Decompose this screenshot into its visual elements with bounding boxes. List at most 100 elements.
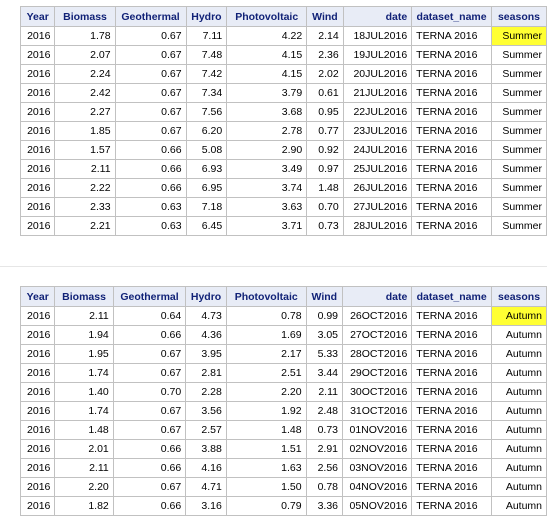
table-row: 2016 1.94 0.66 4.36 1.69 3.05 27OCT2016 TERNA 2… xyxy=(19,325,547,345)
cell-date: 20JUL2016 xyxy=(342,64,413,84)
cell-biomass: 1.40 xyxy=(54,382,114,402)
cell-year: 2016 xyxy=(19,496,56,516)
cell-hydro: 6.45 xyxy=(185,216,228,236)
summer-results-panel: Year Biomass Geothermal Hydro Photovolta… xyxy=(19,6,547,236)
cell-biomass: 2.07 xyxy=(54,45,116,65)
cell-biomass: 1.82 xyxy=(54,496,114,516)
column-header-wind[interactable]: Wind xyxy=(305,286,344,307)
cell-dataset-name: TERNA 2016 xyxy=(411,458,493,478)
cell-year: 2016 xyxy=(19,325,56,345)
cell-year: 2016 xyxy=(19,306,56,326)
cell-photovoltaic: 1.50 xyxy=(225,477,307,497)
section-divider xyxy=(0,266,547,267)
cell-year: 2016 xyxy=(19,83,56,103)
cell-photovoltaic: 0.78 xyxy=(225,306,307,326)
column-header-dataset-name[interactable]: dataset_name xyxy=(411,6,492,27)
cell-photovoltaic: 2.20 xyxy=(225,382,307,402)
cell-wind: 2.11 xyxy=(305,382,344,402)
cell-photovoltaic: 2.17 xyxy=(225,344,307,364)
cell-date: 25JUL2016 xyxy=(342,159,413,179)
cell-hydro: 6.95 xyxy=(185,178,228,198)
cell-photovoltaic: 2.78 xyxy=(226,121,308,141)
cell-wind: 2.02 xyxy=(306,64,344,84)
cell-seasons: Autumn xyxy=(491,458,547,478)
cell-hydro: 2.81 xyxy=(185,363,227,383)
table-row: 2016 2.11 0.66 6.93 3.49 0.97 25JUL2016 TERNA 2… xyxy=(19,159,547,179)
cell-geothermal: 0.64 xyxy=(112,306,187,326)
cell-biomass: 1.74 xyxy=(54,363,114,383)
column-header-geothermal[interactable]: Geothermal xyxy=(112,286,187,307)
cell-hydro: 4.73 xyxy=(185,306,227,326)
cell-photovoltaic: 3.71 xyxy=(226,216,308,236)
cell-geothermal: 0.67 xyxy=(114,45,187,65)
cell-wind: 0.78 xyxy=(305,477,344,497)
cell-date: 27JUL2016 xyxy=(342,197,413,217)
column-header-photovoltaic[interactable]: Photovoltaic xyxy=(226,6,308,27)
cell-date: 29OCT2016 xyxy=(342,363,413,383)
column-header-geothermal[interactable]: Geothermal xyxy=(114,6,187,27)
cell-wind: 0.73 xyxy=(305,420,344,440)
column-header-date[interactable]: date xyxy=(342,6,413,27)
cell-photovoltaic: 1.51 xyxy=(225,439,307,459)
table-row: 2016 1.74 0.67 3.56 1.92 2.48 31OCT2016 TERNA 2… xyxy=(19,401,547,421)
cell-hydro: 4.71 xyxy=(185,477,227,497)
table-row: 2016 2.11 0.66 4.16 1.63 2.56 03NOV2016 TERNA 2… xyxy=(19,458,547,478)
column-header-biomass[interactable]: Biomass xyxy=(54,286,114,307)
table-row: 2016 1.82 0.66 3.16 0.79 3.36 05NOV2016 TERNA 2… xyxy=(19,496,547,516)
summer-data-table: Year Biomass Geothermal Hydro Photovolta… xyxy=(19,6,547,236)
cell-seasons: Autumn xyxy=(491,382,547,402)
table-row: 2016 1.57 0.66 5.08 2.90 0.92 24JUL2016 TERNA 2… xyxy=(19,140,547,160)
cell-photovoltaic: 1.92 xyxy=(225,401,307,421)
cell-hydro: 3.16 xyxy=(185,496,227,516)
cell-hydro: 2.28 xyxy=(185,382,227,402)
cell-hydro: 6.20 xyxy=(185,121,228,141)
cell-dataset-name: TERNA 2016 xyxy=(411,382,493,402)
column-header-year[interactable]: Year xyxy=(19,6,56,27)
cell-date: 18JUL2016 xyxy=(342,26,413,46)
column-header-year[interactable]: Year xyxy=(19,286,56,307)
cell-wind: 3.05 xyxy=(305,325,344,345)
column-header-photovoltaic[interactable]: Photovoltaic xyxy=(225,286,307,307)
cell-wind: 2.36 xyxy=(306,45,344,65)
cell-year: 2016 xyxy=(19,477,56,497)
cell-date: 03NOV2016 xyxy=(342,458,413,478)
column-header-dataset-name[interactable]: dataset_name xyxy=(411,286,493,307)
column-header-date[interactable]: date xyxy=(342,286,413,307)
cell-year: 2016 xyxy=(19,363,56,383)
cell-date: 28OCT2016 xyxy=(342,344,413,364)
cell-geothermal: 0.67 xyxy=(112,420,187,440)
cell-hydro: 7.34 xyxy=(185,83,228,103)
cell-photovoltaic: 4.15 xyxy=(226,45,308,65)
cell-hydro: 3.95 xyxy=(185,344,227,364)
cell-hydro: 3.88 xyxy=(185,439,227,459)
cell-dataset-name: TERNA 2016 xyxy=(411,325,493,345)
column-header-seasons[interactable]: seasons xyxy=(490,6,547,27)
cell-year: 2016 xyxy=(19,439,56,459)
table-row: 2016 2.01 0.66 3.88 1.51 2.91 02NOV2016 TERNA 2… xyxy=(19,439,547,459)
cell-seasons: Autumn xyxy=(491,363,547,383)
column-header-hydro[interactable]: Hydro xyxy=(185,286,227,307)
cell-seasons: Autumn xyxy=(491,477,547,497)
cell-date: 04NOV2016 xyxy=(342,477,413,497)
cell-year: 2016 xyxy=(19,140,56,160)
cell-year: 2016 xyxy=(19,159,56,179)
cell-hydro: 7.42 xyxy=(185,64,228,84)
column-header-seasons[interactable]: seasons xyxy=(491,286,547,307)
cell-biomass: 2.11 xyxy=(54,306,114,326)
cell-dataset-name: TERNA 2016 xyxy=(411,439,493,459)
cell-photovoltaic: 4.22 xyxy=(226,26,308,46)
cell-geothermal: 0.67 xyxy=(112,401,187,421)
cell-photovoltaic: 3.79 xyxy=(226,83,308,103)
cell-hydro: 2.57 xyxy=(185,420,227,440)
column-header-biomass[interactable]: Biomass xyxy=(54,6,116,27)
cell-biomass: 2.01 xyxy=(54,439,114,459)
cell-year: 2016 xyxy=(19,64,56,84)
cell-seasons: Summer xyxy=(490,83,547,103)
column-header-hydro[interactable]: Hydro xyxy=(185,6,228,27)
autumn-data-table: Year Biomass Geothermal Hydro Photovolta… xyxy=(19,286,547,516)
cell-dataset-name: TERNA 2016 xyxy=(411,83,492,103)
column-header-wind[interactable]: Wind xyxy=(306,6,344,27)
cell-photovoltaic: 0.79 xyxy=(225,496,307,516)
cell-year: 2016 xyxy=(19,121,56,141)
